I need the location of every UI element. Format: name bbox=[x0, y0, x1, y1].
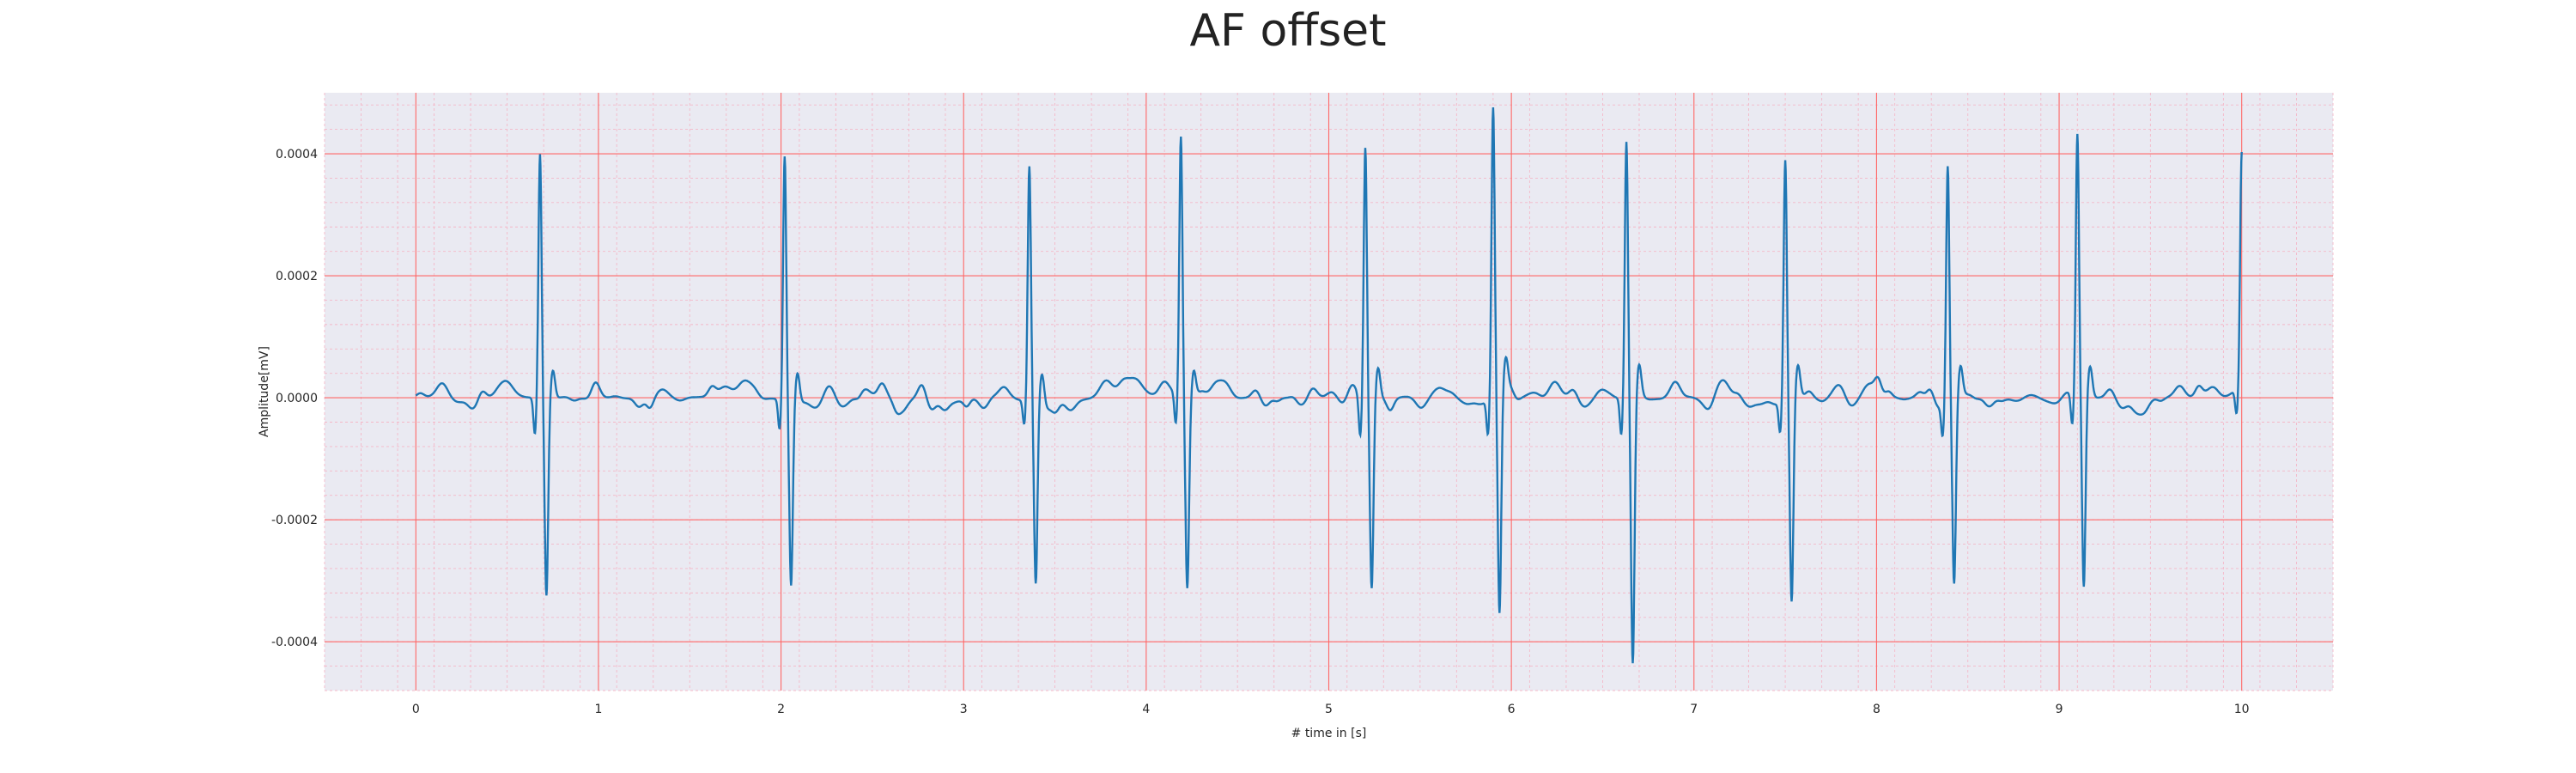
y-tick-label: 0.0002 bbox=[276, 270, 318, 283]
x-axis-ticks: 0 1 2 3 4 5 6 7 8 9 10 bbox=[412, 703, 2250, 716]
chart-title: AF offset bbox=[1189, 5, 1387, 57]
y-tick-label: -0.0002 bbox=[271, 514, 318, 527]
x-tick-label: 1 bbox=[594, 703, 602, 716]
y-tick-label: 0.0000 bbox=[276, 392, 318, 405]
y-axis-ticks: -0.0004 -0.0002 0.0000 0.0002 0.0004 bbox=[271, 148, 318, 649]
x-tick-label: 10 bbox=[2234, 703, 2250, 716]
major-grid bbox=[325, 93, 2333, 691]
x-axis-label: # time in [s] bbox=[1291, 727, 1367, 740]
ecg-signal-line bbox=[415, 107, 2243, 664]
x-tick-label: 9 bbox=[2056, 703, 2063, 716]
x-tick-label: 8 bbox=[1873, 703, 1880, 716]
x-tick-label: 6 bbox=[1508, 703, 1516, 716]
y-axis-label: Amplitude[mV] bbox=[258, 346, 271, 437]
x-tick-label: 0 bbox=[412, 703, 420, 716]
x-tick-label: 3 bbox=[960, 703, 968, 716]
y-tick-label: 0.0004 bbox=[276, 148, 318, 161]
x-tick-label: 7 bbox=[1690, 703, 1698, 716]
y-tick-label: -0.0004 bbox=[271, 636, 318, 649]
x-tick-label: 4 bbox=[1142, 703, 1150, 716]
x-tick-label: 2 bbox=[777, 703, 785, 716]
x-tick-label: 5 bbox=[1325, 703, 1333, 716]
